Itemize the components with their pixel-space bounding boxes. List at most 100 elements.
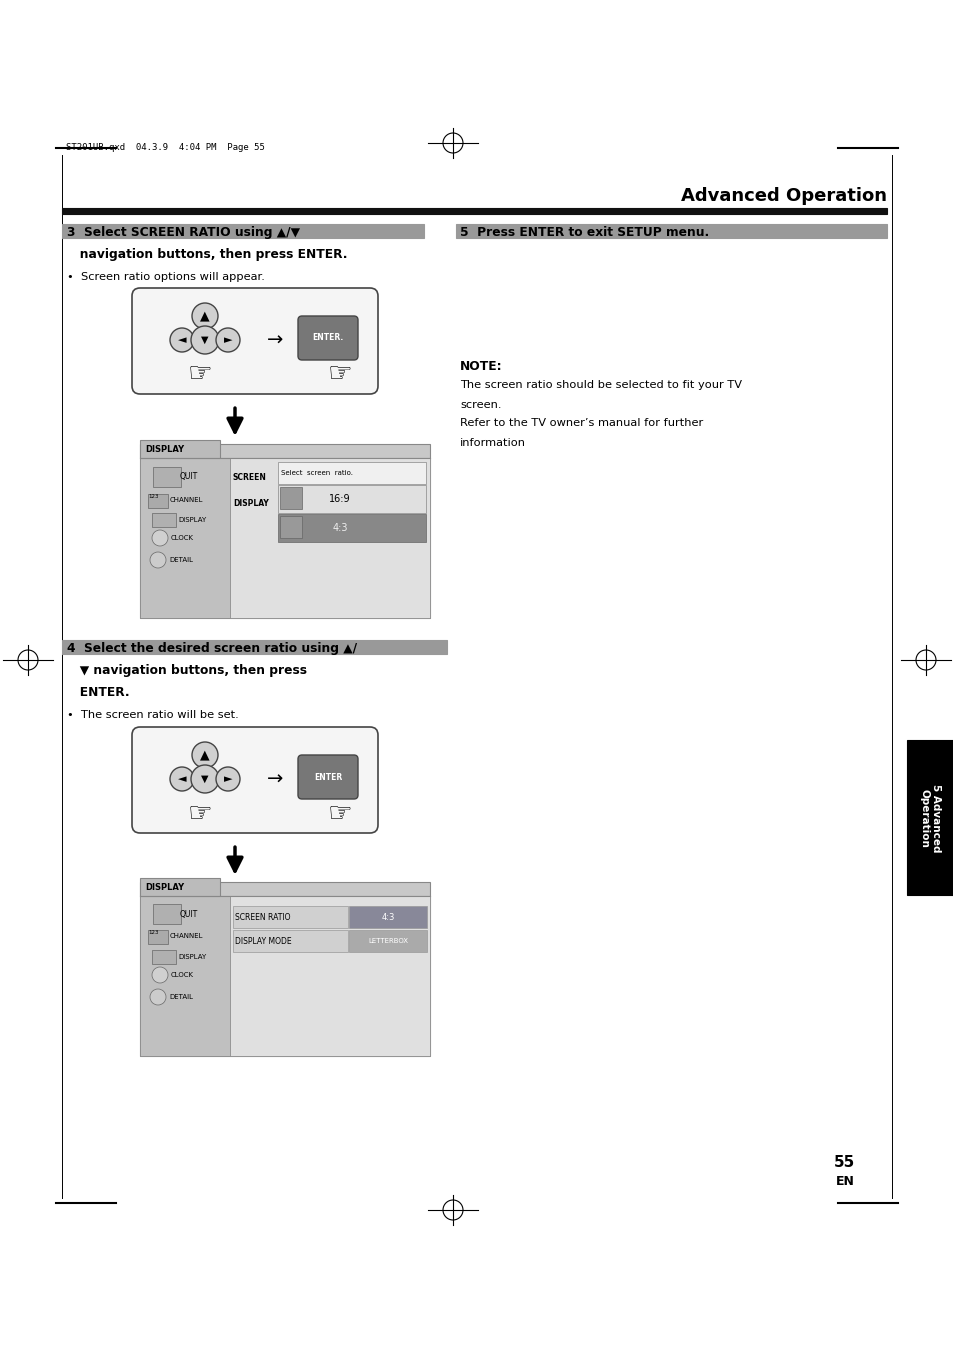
Text: CHANNEL: CHANNEL	[170, 497, 203, 503]
Text: ☞: ☞	[188, 359, 213, 388]
Bar	[349, 929, 427, 952]
Bar	[233, 907, 348, 928]
Text: 55: 55	[833, 1155, 854, 1170]
Bar	[140, 896, 430, 1056]
Text: ▲: ▲	[200, 309, 210, 323]
Text: 5 Advanced
Operation: 5 Advanced Operation	[919, 784, 940, 852]
Bar	[62, 224, 423, 238]
Text: 16:9: 16:9	[329, 494, 351, 504]
Circle shape	[215, 767, 240, 790]
Bar	[140, 444, 430, 458]
Bar	[148, 494, 168, 508]
Text: ☞: ☞	[327, 359, 352, 388]
Circle shape	[152, 530, 168, 546]
Text: 5  Press ENTER to exit SETUP menu.: 5 Press ENTER to exit SETUP menu.	[459, 226, 708, 239]
Circle shape	[215, 328, 240, 353]
Text: ☞: ☞	[188, 800, 213, 828]
Bar	[140, 440, 220, 458]
Bar	[152, 950, 175, 965]
Text: •  Screen ratio options will appear.: • Screen ratio options will appear.	[67, 272, 265, 282]
Text: ►: ►	[224, 335, 232, 345]
Text: Select  screen  ratio.: Select screen ratio.	[281, 470, 353, 476]
Text: DETAIL: DETAIL	[169, 994, 193, 1000]
Text: ☞: ☞	[327, 800, 352, 828]
Text: DISPLAY: DISPLAY	[145, 882, 184, 892]
Text: The screen ratio should be selected to fit your TV: The screen ratio should be selected to f…	[459, 380, 741, 390]
Text: EN: EN	[835, 1175, 854, 1188]
Bar	[140, 878, 220, 896]
Text: ◄: ◄	[177, 774, 186, 784]
Text: 4  Select the desired screen ratio using ▲/: 4 Select the desired screen ratio using …	[67, 642, 356, 655]
Text: SCREEN RATIO: SCREEN RATIO	[234, 912, 291, 921]
FancyBboxPatch shape	[297, 755, 357, 798]
Text: 3  Select SCREEN RATIO using ▲/▼: 3 Select SCREEN RATIO using ▲/▼	[67, 226, 299, 239]
Text: ENTER: ENTER	[314, 773, 342, 781]
Bar	[140, 458, 430, 617]
Text: LETTERBOX: LETTERBOX	[368, 938, 408, 944]
Circle shape	[150, 989, 166, 1005]
Text: CLOCK: CLOCK	[171, 535, 193, 540]
Text: DETAIL: DETAIL	[169, 557, 193, 563]
Circle shape	[170, 328, 193, 353]
Text: CLOCK: CLOCK	[171, 971, 193, 978]
Bar	[280, 486, 302, 509]
Text: ST201UB.qxd  04.3.9  4:04 PM  Page 55: ST201UB.qxd 04.3.9 4:04 PM Page 55	[66, 143, 265, 153]
Text: 123: 123	[148, 931, 158, 935]
Text: NOTE:: NOTE:	[459, 359, 502, 373]
Circle shape	[150, 553, 166, 567]
Text: CHANNEL: CHANNEL	[170, 934, 203, 939]
Bar	[152, 513, 175, 527]
Bar	[277, 485, 426, 513]
FancyBboxPatch shape	[297, 316, 357, 359]
Text: ◄: ◄	[177, 335, 186, 345]
Circle shape	[170, 767, 193, 790]
Text: ▼: ▼	[201, 335, 209, 345]
Bar	[277, 462, 426, 484]
Bar	[230, 458, 430, 617]
Text: DISPLAY MODE: DISPLAY MODE	[234, 936, 292, 946]
Text: •  The screen ratio will be set.: • The screen ratio will be set.	[67, 711, 238, 720]
Bar	[140, 458, 230, 617]
FancyBboxPatch shape	[132, 727, 377, 834]
Text: DISPLAY: DISPLAY	[233, 499, 269, 508]
Text: ►: ►	[224, 774, 232, 784]
Text: information: information	[459, 438, 525, 449]
Text: Refer to the TV owner’s manual for further: Refer to the TV owner’s manual for furth…	[459, 417, 702, 428]
Text: DISPLAY: DISPLAY	[178, 517, 206, 523]
Bar	[906, 740, 953, 894]
Text: ENTER.: ENTER.	[67, 686, 130, 698]
Bar	[152, 904, 181, 924]
Bar	[62, 640, 447, 654]
Text: Advanced Operation: Advanced Operation	[680, 186, 886, 205]
Text: QUIT: QUIT	[180, 473, 198, 481]
Text: 123: 123	[148, 494, 158, 500]
FancyBboxPatch shape	[132, 288, 377, 394]
Bar	[456, 224, 886, 238]
Text: QUIT: QUIT	[180, 909, 198, 919]
Bar	[233, 929, 348, 952]
Circle shape	[191, 765, 219, 793]
Text: screen.: screen.	[459, 400, 501, 409]
Bar	[230, 896, 430, 1056]
Text: →: →	[267, 331, 283, 350]
Text: ▼ navigation buttons, then press: ▼ navigation buttons, then press	[67, 663, 307, 677]
Circle shape	[191, 326, 219, 354]
Text: ▲: ▲	[200, 748, 210, 762]
Text: 4:3: 4:3	[381, 912, 395, 921]
Bar	[349, 907, 427, 928]
Circle shape	[192, 742, 218, 767]
Bar	[148, 929, 168, 944]
Bar	[152, 467, 181, 486]
Circle shape	[192, 303, 218, 330]
Text: ENTER.: ENTER.	[312, 334, 343, 343]
Text: 4:3: 4:3	[332, 523, 348, 534]
Text: DISPLAY: DISPLAY	[145, 444, 184, 454]
Bar	[277, 513, 426, 542]
Bar	[62, 208, 886, 213]
Text: ▼: ▼	[201, 774, 209, 784]
Bar	[280, 516, 302, 538]
Bar	[140, 882, 430, 896]
Text: DISPLAY: DISPLAY	[178, 954, 206, 961]
Bar	[140, 896, 230, 1056]
Text: navigation buttons, then press ENTER.: navigation buttons, then press ENTER.	[67, 249, 347, 261]
